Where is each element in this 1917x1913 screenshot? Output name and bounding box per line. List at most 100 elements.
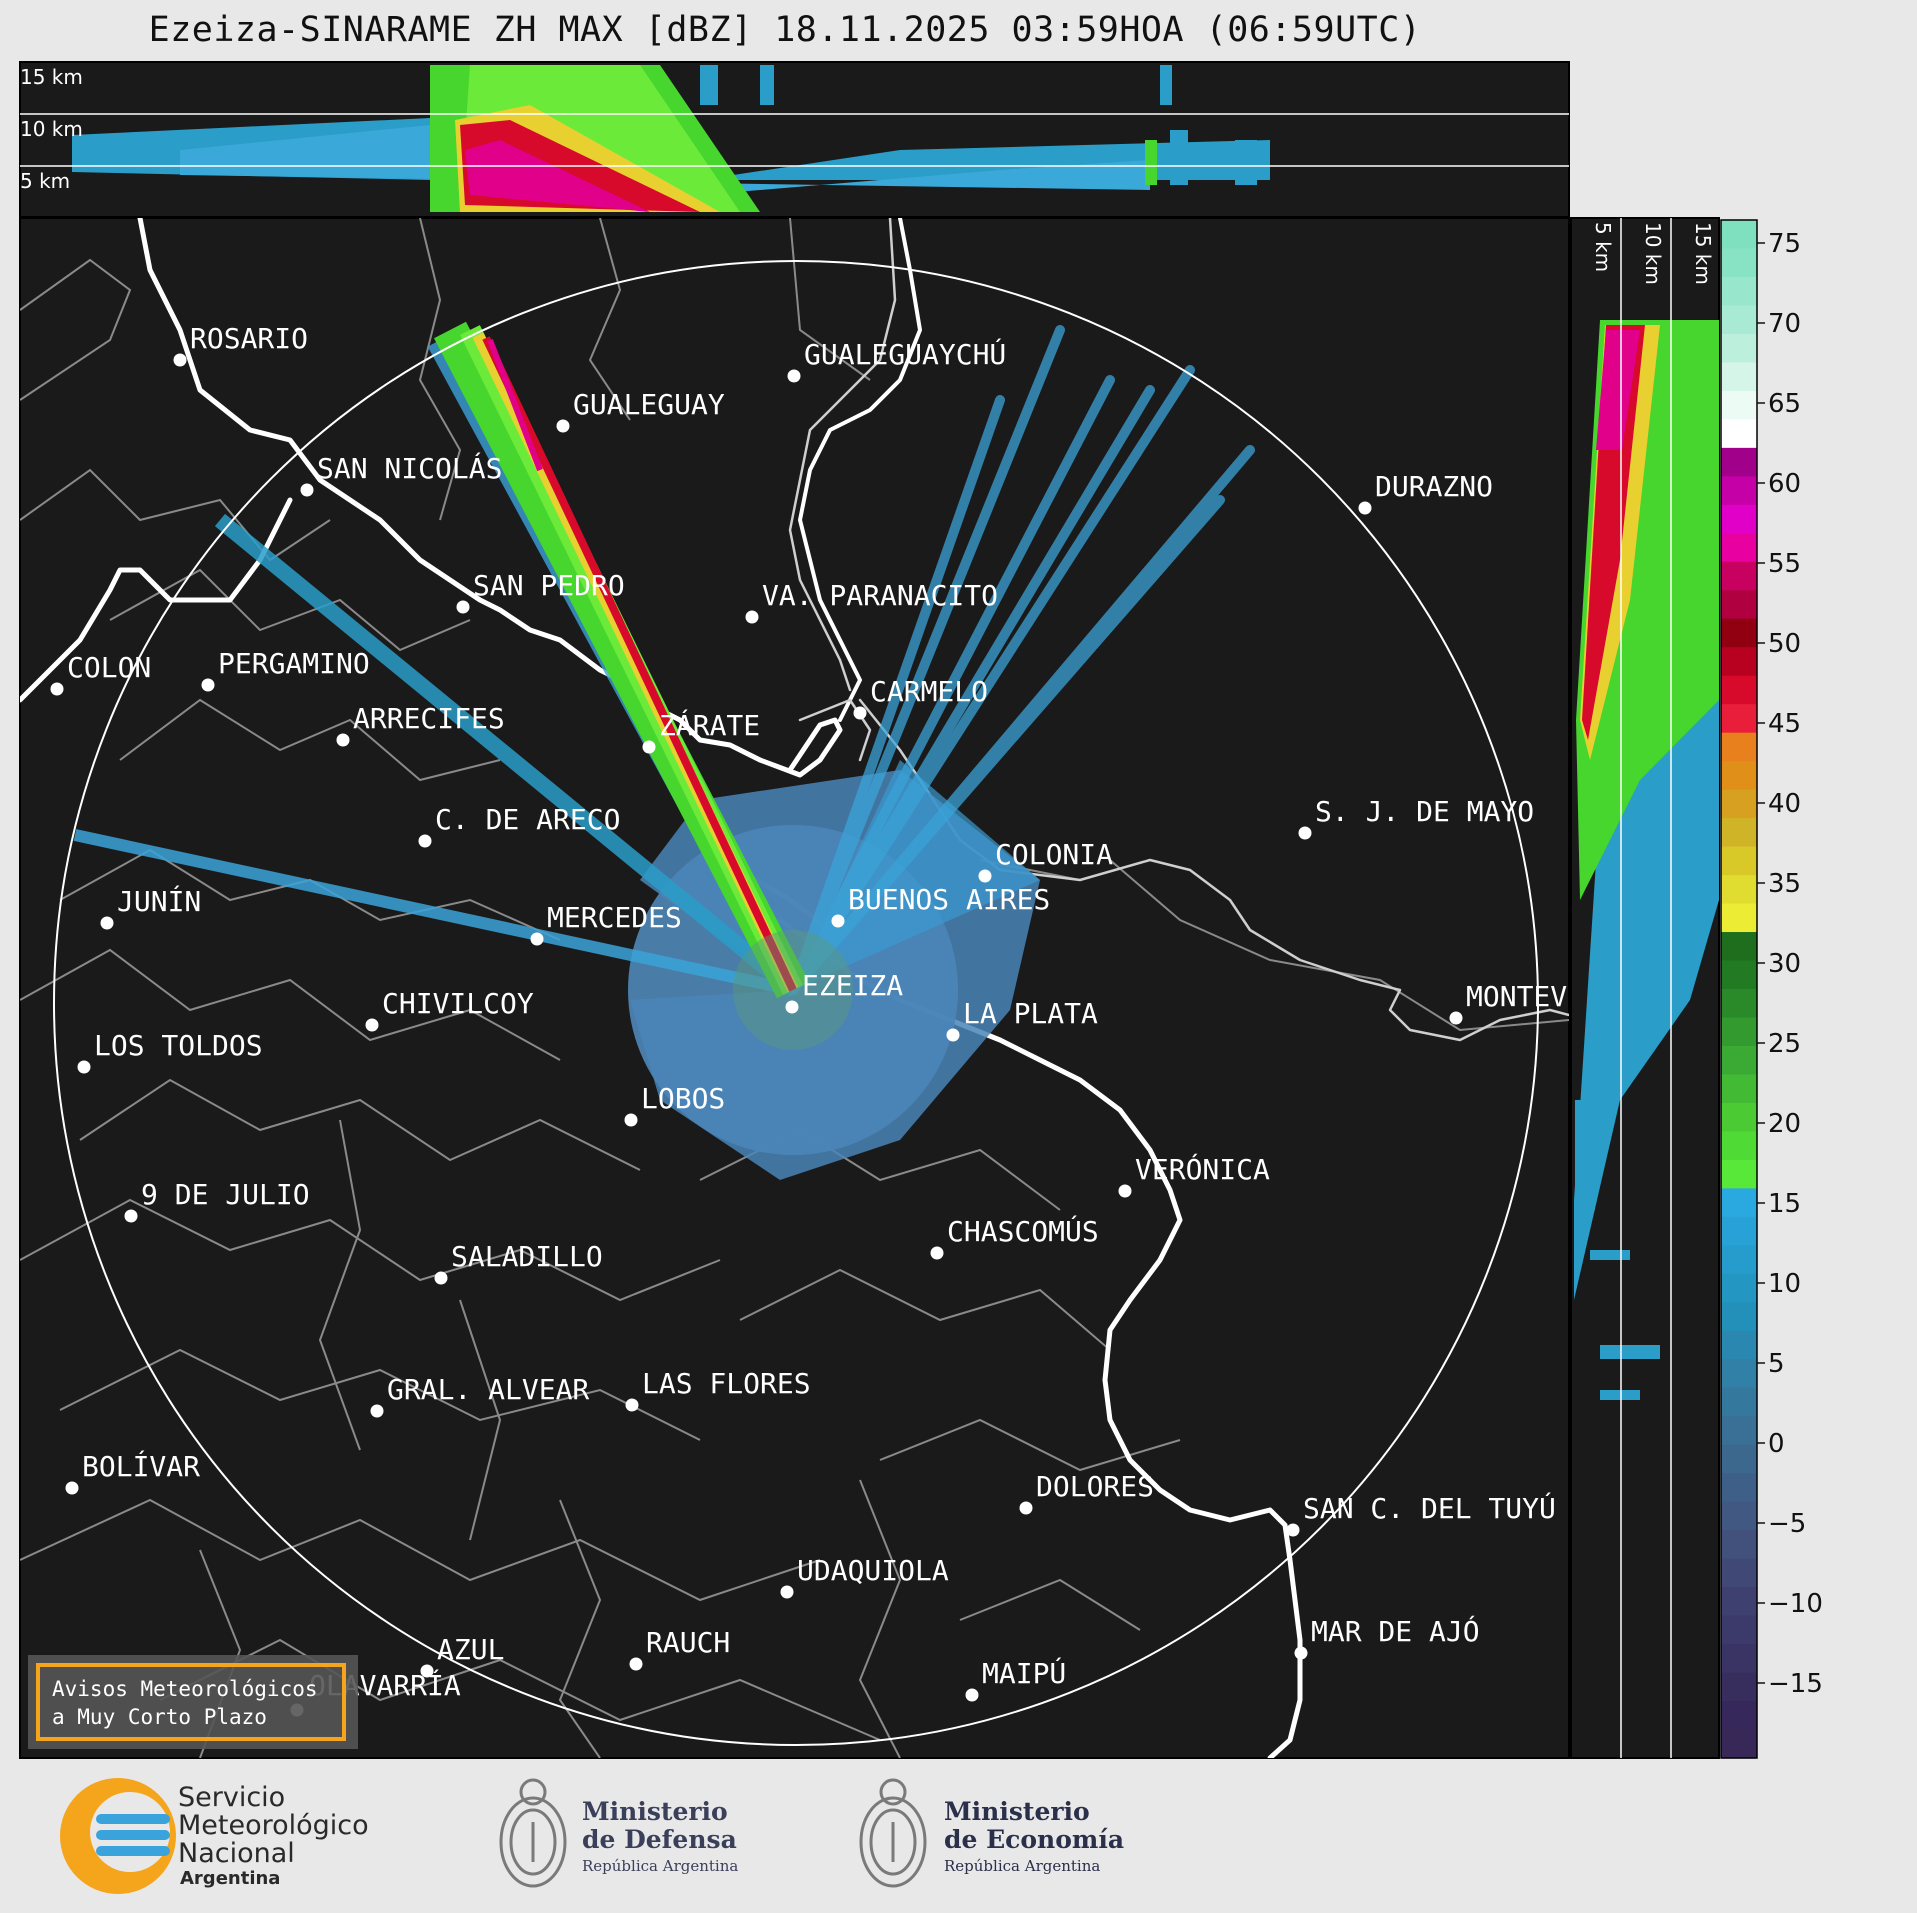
colorbar-band [1721, 333, 1757, 364]
city-marker [787, 369, 801, 383]
colorbar-bands [1721, 220, 1757, 1759]
city-marker [77, 1060, 91, 1074]
city-marker [946, 1028, 960, 1042]
city-marker [1294, 1646, 1308, 1660]
colorbar-band [1721, 960, 1757, 990]
smn-logo: Servicio Meteorológico Nacional Argentin… [60, 1778, 369, 1894]
colorbar-band [1721, 1587, 1757, 1617]
city-label: VERÓNICA [1135, 1152, 1270, 1186]
colorbar-band [1721, 846, 1757, 876]
city-marker [420, 1664, 434, 1678]
city-label: DOLORES [1036, 1470, 1154, 1503]
warning-box-line2: a Muy Corto Plazo [52, 1705, 267, 1729]
city-marker [1286, 1523, 1300, 1537]
city-marker [965, 1688, 979, 1702]
colorbar-band [1721, 1131, 1757, 1161]
colorbar-tick-label: 30 [1768, 949, 1801, 979]
city-label: GUALEGUAY [573, 388, 725, 421]
defensa-logo: Ministerio de Defensa República Argentin… [499, 1778, 738, 1888]
colorbar-band [1721, 647, 1757, 677]
colorbar-band [1721, 1558, 1757, 1588]
colorbar-band [1721, 618, 1757, 648]
city-marker [1449, 1011, 1463, 1025]
colorbar-band [1721, 932, 1757, 962]
city-label: EZEIZA [802, 969, 903, 1002]
colorbar-band [1721, 1530, 1757, 1560]
colorbar-tick-label: −10 [1768, 1589, 1823, 1619]
city-marker [1118, 1184, 1132, 1198]
colorbar-band [1721, 761, 1757, 791]
city-marker [65, 1481, 79, 1495]
city-marker [745, 610, 759, 624]
colorbar-band [1721, 989, 1757, 1019]
colorbar-tick-label: 50 [1768, 629, 1801, 659]
city-marker [831, 914, 845, 928]
city-marker [556, 419, 570, 433]
side-label-15km: 15 km [1691, 222, 1715, 285]
colorbar-tick-label: 55 [1768, 549, 1801, 579]
economia-line1: Ministerio [944, 1797, 1090, 1826]
city-marker [1298, 826, 1312, 840]
city-label: BUENOS AIRES [848, 883, 1050, 916]
city-label: CARMELO [870, 675, 988, 708]
colorbar-band [1721, 732, 1757, 762]
city-label: GUALEGUAYCHÚ [804, 337, 1006, 371]
colorbar-band [1721, 875, 1757, 905]
city-label: LAS FLORES [642, 1367, 811, 1400]
side-label-10km: 10 km [1641, 222, 1665, 285]
defensa-line3: República Argentina [582, 1857, 738, 1875]
warning-box[interactable]: Avisos Meteorológicos a Muy Corto Plazo [28, 1655, 358, 1749]
city-label: ARRECIFES [353, 702, 505, 735]
city-marker [629, 1657, 643, 1671]
city-label: COLON [67, 651, 151, 684]
colorbar-band [1721, 1444, 1757, 1474]
colorbar-band [1721, 903, 1757, 933]
colorbar-band [1721, 1672, 1757, 1702]
city-label: SAN NICOLÁS [317, 451, 502, 485]
colorbar-band [1721, 818, 1757, 848]
colorbar-band [1721, 675, 1757, 705]
city-label: MAR DE AJÓ [1311, 1614, 1480, 1648]
city-marker [50, 682, 64, 696]
colorbar-band [1721, 1729, 1757, 1759]
colorbar-band [1721, 789, 1757, 819]
colorbar-tick-label: 20 [1768, 1109, 1801, 1139]
city-label: AZUL [437, 1633, 504, 1666]
city-marker [365, 1018, 379, 1032]
colorbar-tick-label: 65 [1768, 389, 1801, 419]
colorbar-tick-label: −15 [1768, 1669, 1823, 1699]
economia-line3: República Argentina [944, 1857, 1100, 1875]
footer: Servicio Meteorológico Nacional Argentin… [0, 1762, 1917, 1909]
colorbar-tick-label: 0 [1768, 1429, 1785, 1459]
admin-borders [20, 218, 1569, 1758]
city-marker [418, 834, 432, 848]
economia-line2: de Economía [944, 1825, 1124, 1854]
colorbar-band [1721, 1359, 1757, 1389]
colorbar-tick-label: 70 [1768, 309, 1801, 339]
colorbar-tick-label: 5 [1768, 1349, 1785, 1379]
city-marker [785, 1000, 799, 1014]
colorbar-band [1721, 1501, 1757, 1531]
map-title: Ezeiza-SINARAME ZH MAX [dBZ] 18.11.2025 … [148, 10, 1422, 50]
smn-line1: Servicio [178, 1782, 285, 1813]
colorbar-band [1721, 504, 1757, 534]
radar-echoes [73, 321, 1255, 1180]
city-marker [336, 733, 350, 747]
city-marker [456, 600, 470, 614]
city-marker [642, 740, 656, 754]
colorbar-band [1721, 248, 1757, 278]
city-label: ROSARIO [190, 322, 308, 355]
city-marker [853, 706, 867, 720]
city-label: LOBOS [641, 1082, 725, 1115]
colorbar-band [1721, 533, 1757, 563]
city-marker [625, 1398, 639, 1412]
colorbar-band [1721, 1017, 1757, 1047]
city-label: MAIPÚ [982, 1656, 1066, 1690]
colorbar-tick-label: 25 [1768, 1029, 1801, 1059]
colorbar-band [1721, 1188, 1757, 1218]
colorbar-band [1721, 590, 1757, 620]
city-marker [930, 1246, 944, 1260]
top-cross-section-panel: 15 km 10 km 5 km [19, 61, 1570, 218]
coat-of-arms-icon [859, 1778, 927, 1888]
